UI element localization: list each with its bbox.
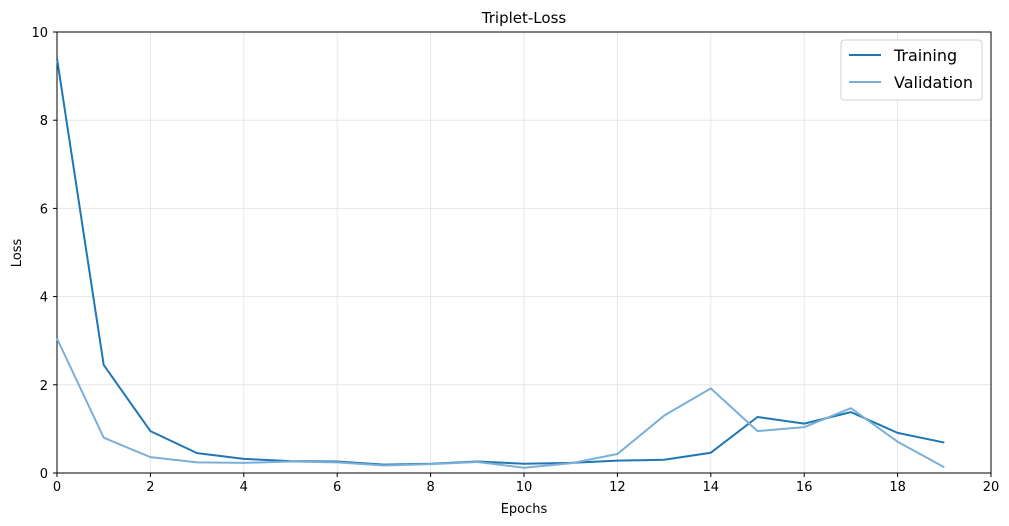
x-tick-label: 6 (333, 480, 341, 495)
x-tick-label: 14 (703, 480, 720, 495)
x-tick-label: 12 (609, 480, 626, 495)
y-axis: 0 2 4 6 8 10 (31, 26, 57, 482)
y-tick-label: 6 (40, 202, 48, 217)
y-tick-label: 0 (40, 467, 48, 482)
x-tick-label: 10 (516, 480, 533, 495)
y-tick-label: 4 (40, 291, 48, 306)
series-line-training (56, 58, 945, 466)
legend-label-training: Training (893, 46, 957, 65)
x-tick-label: 0 (53, 480, 61, 495)
x-tick-label: 16 (796, 480, 813, 495)
x-axis: 0 2 4 6 8 10 12 14 16 18 20 (53, 473, 999, 495)
y-tick-label: 10 (31, 26, 48, 41)
series-lines (56, 58, 945, 469)
legend-label-validation: Validation (894, 73, 973, 92)
y-axis-label: Loss (10, 239, 25, 268)
y-tick-label: 8 (40, 114, 48, 129)
x-axis-label: Epochs (501, 502, 548, 517)
series-line-validation (56, 338, 945, 469)
legend: Training Validation (840, 39, 983, 101)
chart-title: Triplet-Loss (481, 9, 567, 27)
x-tick-label: 2 (146, 480, 154, 495)
x-tick-label: 8 (426, 480, 434, 495)
x-tick-label: 4 (240, 480, 248, 495)
x-tick-label: 20 (983, 480, 1000, 495)
x-tick-label: 18 (889, 480, 906, 495)
y-tick-label: 2 (40, 379, 48, 394)
